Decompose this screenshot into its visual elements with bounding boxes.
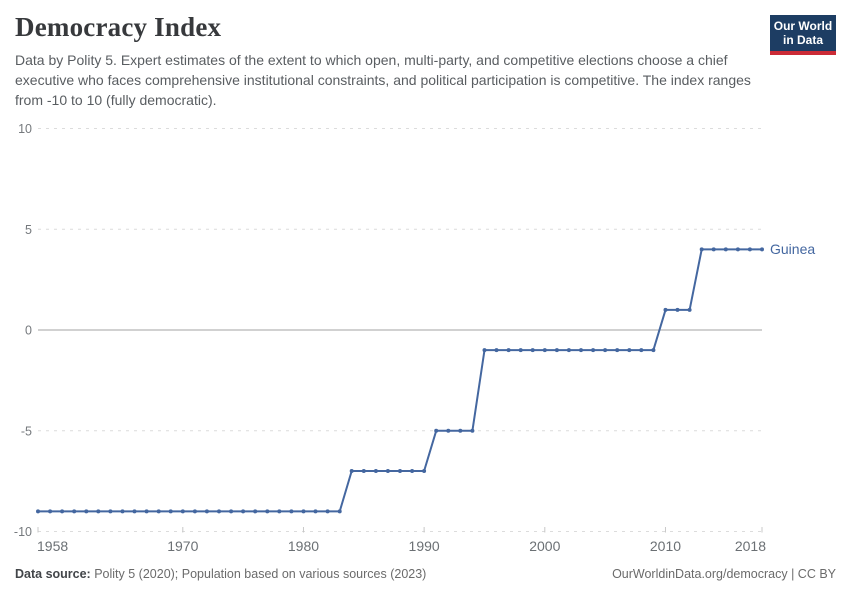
x-axis-tick-label: 1958 bbox=[37, 538, 68, 554]
data-point[interactable] bbox=[398, 469, 402, 473]
data-point[interactable] bbox=[687, 307, 692, 312]
data-point[interactable] bbox=[253, 509, 258, 514]
data-point[interactable] bbox=[156, 509, 161, 514]
data-point[interactable] bbox=[458, 428, 463, 433]
data-point[interactable] bbox=[361, 469, 366, 473]
x-axis-tick-label: 2018 bbox=[735, 538, 766, 554]
data-point[interactable] bbox=[84, 509, 89, 514]
y-axis-tick-label: 10 bbox=[18, 122, 32, 136]
data-point[interactable] bbox=[735, 247, 740, 252]
data-source-note: Data source: Polity 5 (2020); Population… bbox=[15, 567, 426, 581]
data-point[interactable] bbox=[506, 348, 511, 353]
data-source-text: Polity 5 (2020); Population based on var… bbox=[90, 567, 427, 581]
data-point[interactable] bbox=[639, 348, 644, 353]
data-point[interactable] bbox=[168, 509, 173, 514]
data-point[interactable] bbox=[482, 348, 487, 353]
data-point[interactable] bbox=[72, 509, 77, 514]
data-point[interactable] bbox=[446, 428, 451, 433]
owid-logo-line1: Our World bbox=[773, 19, 833, 33]
data-point[interactable] bbox=[373, 469, 378, 473]
data-point[interactable] bbox=[566, 348, 571, 353]
data-point[interactable] bbox=[385, 469, 390, 473]
data-point[interactable] bbox=[229, 509, 234, 514]
data-point[interactable] bbox=[711, 247, 716, 252]
data-point[interactable] bbox=[120, 509, 125, 514]
data-point[interactable] bbox=[591, 348, 596, 353]
data-point[interactable] bbox=[675, 307, 680, 312]
data-point[interactable] bbox=[699, 247, 704, 252]
chart-title: Democracy Index bbox=[15, 12, 222, 42]
data-point[interactable] bbox=[579, 348, 583, 353]
data-point[interactable] bbox=[289, 509, 294, 514]
data-point[interactable] bbox=[60, 509, 65, 514]
data-point[interactable] bbox=[325, 509, 330, 514]
data-point[interactable] bbox=[542, 348, 547, 353]
data-point[interactable] bbox=[132, 509, 137, 514]
data-point[interactable] bbox=[277, 509, 282, 514]
data-point[interactable] bbox=[434, 428, 439, 433]
owid-logo[interactable]: Our World in Data bbox=[770, 15, 836, 55]
data-point[interactable] bbox=[144, 509, 149, 514]
y-axis-tick-label: 0 bbox=[25, 324, 32, 338]
data-point[interactable] bbox=[723, 247, 728, 252]
chart-subtitle: Data by Polity 5. Expert estimates of th… bbox=[15, 52, 751, 109]
data-point[interactable] bbox=[301, 509, 306, 514]
data-point[interactable] bbox=[615, 348, 620, 353]
data-point[interactable] bbox=[349, 469, 354, 473]
data-point[interactable] bbox=[204, 509, 209, 514]
data-point[interactable] bbox=[108, 509, 113, 514]
data-point[interactable] bbox=[760, 247, 764, 252]
data-point[interactable] bbox=[651, 348, 656, 353]
data-point[interactable] bbox=[36, 509, 40, 514]
data-point[interactable] bbox=[518, 348, 523, 353]
y-axis-tick-label: 5 bbox=[25, 223, 32, 237]
data-point[interactable] bbox=[410, 469, 415, 473]
data-point[interactable] bbox=[663, 307, 668, 312]
data-point[interactable] bbox=[747, 247, 752, 252]
data-point[interactable] bbox=[265, 509, 270, 514]
credit-link[interactable]: OurWorldinData.org/democracy | CC BY bbox=[612, 567, 836, 581]
data-point[interactable] bbox=[48, 509, 53, 514]
data-point[interactable] bbox=[96, 509, 101, 514]
data-source-label: Data source: bbox=[15, 567, 91, 581]
data-point[interactable] bbox=[470, 428, 475, 433]
data-point[interactable] bbox=[180, 509, 185, 514]
owid-logo-line2: in Data bbox=[782, 33, 823, 48]
data-point[interactable] bbox=[627, 348, 632, 353]
x-axis-tick-label: 1970 bbox=[167, 538, 198, 554]
data-point[interactable] bbox=[241, 509, 246, 514]
data-point[interactable] bbox=[422, 469, 427, 473]
data-point[interactable] bbox=[494, 348, 499, 353]
data-point[interactable] bbox=[313, 509, 318, 514]
x-axis-tick-label: 2000 bbox=[529, 538, 560, 554]
x-axis-tick-label: 2010 bbox=[650, 538, 681, 554]
data-point[interactable] bbox=[554, 348, 559, 353]
y-axis-tick-label: -10 bbox=[14, 525, 32, 539]
data-point[interactable] bbox=[603, 348, 608, 353]
x-axis-tick-label: 1980 bbox=[288, 538, 319, 554]
y-axis-tick-label: -5 bbox=[21, 424, 32, 438]
data-point[interactable] bbox=[337, 509, 342, 514]
x-axis-tick-label: 1990 bbox=[409, 538, 440, 554]
data-point[interactable] bbox=[192, 509, 197, 514]
entity-label: Guinea bbox=[770, 241, 815, 257]
data-point[interactable] bbox=[217, 509, 221, 514]
data-point[interactable] bbox=[530, 348, 535, 353]
